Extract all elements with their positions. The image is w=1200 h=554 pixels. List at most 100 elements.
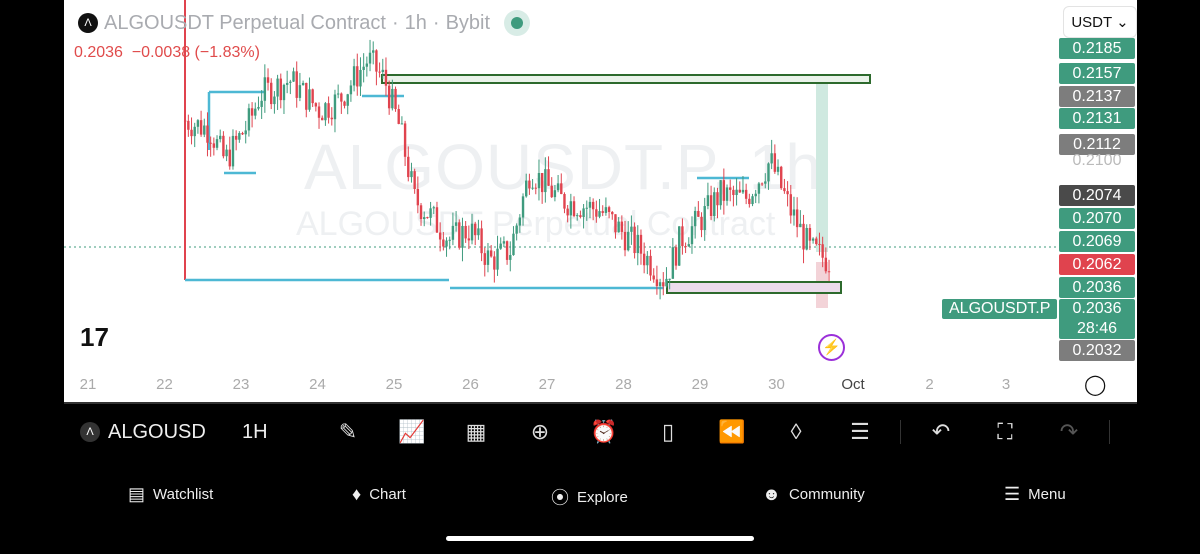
candle-body	[285, 82, 289, 85]
candle-body	[582, 208, 585, 218]
candle-body	[244, 130, 247, 135]
candle-body	[260, 100, 263, 107]
candle-body	[818, 243, 821, 245]
chart-icon: ♦	[352, 484, 362, 504]
candle-body	[518, 217, 522, 226]
replay-icon[interactable]: ⏪	[718, 419, 746, 444]
candle-body	[247, 108, 251, 131]
candle-body	[483, 253, 486, 265]
add-icon[interactable]: ⊕	[530, 419, 550, 444]
resistance-zone	[381, 74, 871, 84]
candle-body	[773, 153, 777, 172]
candle-body	[792, 209, 796, 216]
candle-body	[630, 226, 633, 232]
x-axis-tick: 2	[925, 376, 934, 393]
candle-body	[786, 191, 789, 195]
candle-body	[674, 247, 678, 266]
candle-body	[687, 244, 690, 247]
interval-button[interactable]: 1H	[242, 420, 268, 443]
algo-logo-icon: Λ	[78, 13, 98, 33]
candle-body	[400, 123, 404, 125]
undo-icon[interactable]: ↶	[931, 419, 951, 444]
candle-body	[391, 88, 394, 109]
candle-body	[633, 226, 636, 254]
candle-body	[435, 207, 439, 233]
currency-select[interactable]: USDT ⌄	[1063, 6, 1137, 38]
redo-icon[interactable]: ↷	[1059, 419, 1079, 444]
chart-header[interactable]: Λ ALGOUSDT Perpetual Contract · 1h · Bybit	[78, 10, 531, 36]
candle-body	[649, 255, 652, 276]
candle-body	[257, 106, 260, 109]
candle-body	[196, 120, 200, 127]
candle-body	[416, 188, 420, 206]
drawing-icon[interactable]: ✎	[338, 419, 358, 444]
candle-body	[336, 93, 340, 95]
fullscreen-icon[interactable]: ⛶	[997, 419, 1013, 444]
price-label: 0.2069	[1059, 231, 1135, 252]
candle-body	[716, 192, 719, 206]
candle-body	[671, 247, 675, 279]
candle-body	[655, 279, 659, 287]
candle-body	[544, 169, 547, 193]
menu-icon: ☰	[1004, 484, 1021, 504]
bottom-nav: ▤ Watchlist ♦ Chart ⦿ Explore ☻ Community ☰ M…	[0, 462, 1200, 526]
candle-body	[499, 243, 502, 249]
x-axis-tick: 29	[691, 376, 709, 393]
candle-body	[566, 208, 569, 216]
candle-body	[238, 133, 241, 140]
price-label: 0.2131	[1059, 108, 1135, 129]
nav-menu[interactable]: ☰ Menu	[1004, 484, 1066, 505]
candle-body	[467, 238, 471, 241]
candles-icon[interactable]: ▯	[661, 419, 675, 444]
layers-icon[interactable]: ◊	[790, 419, 802, 444]
candle-body	[636, 234, 639, 254]
candle-body	[474, 223, 477, 236]
layout-grid-icon[interactable]: ▦	[465, 419, 487, 444]
bottom-toolbar: Λ ALGOUSD 1H ✎ 📈 ▦ ⊕ ⏰ ▯ ⏪ ◊ ☰ ↶ ⛶ ↷	[64, 402, 1137, 460]
candle-body	[706, 195, 710, 207]
indicators-icon[interactable]: 📈	[398, 419, 426, 444]
nav-label: Community	[788, 486, 865, 503]
candle-body	[486, 250, 490, 265]
chart-exchange: Bybit	[445, 11, 491, 34]
nav-chart[interactable]: ♦ Chart	[352, 484, 406, 505]
nav-explore[interactable]: ⦿ Explore	[551, 484, 628, 510]
price-label: 0.2137	[1059, 86, 1135, 107]
candle-body	[445, 240, 448, 247]
candle-body	[560, 183, 563, 195]
candle-body	[811, 238, 815, 241]
chart-area[interactable]: ALGOUSDT.P, 1h ALGOUSDT Perpetual Contra…	[64, 0, 1137, 402]
candle-body	[378, 71, 381, 73]
lightning-icon[interactable]: ⚡	[818, 334, 845, 361]
chart-interval: 1h	[404, 11, 427, 34]
candle-body	[572, 201, 576, 217]
divider	[1109, 420, 1110, 444]
symbol-button[interactable]: Λ ALGOUSD	[80, 421, 242, 444]
candle-body	[658, 282, 662, 287]
candle-body	[317, 106, 321, 118]
candle-body	[767, 163, 770, 182]
candle-body	[512, 233, 515, 256]
settings-icon[interactable]: ◯	[1084, 374, 1107, 396]
price-chart[interactable]	[64, 0, 1137, 402]
nav-label: Chart	[369, 486, 406, 503]
nav-watchlist[interactable]: ▤ Watchlist	[128, 484, 213, 505]
candle-body	[273, 96, 276, 105]
nav-community[interactable]: ☻ Community	[762, 484, 865, 505]
candle-body	[738, 189, 741, 193]
alarm-icon[interactable]: ⏰	[590, 419, 618, 444]
settings-sliders-icon[interactable]: ☰	[850, 419, 870, 444]
candle-body	[203, 125, 206, 135]
candle-body	[604, 207, 608, 213]
candle-body	[301, 82, 305, 86]
candle-body	[678, 226, 681, 266]
candle-body	[735, 189, 738, 196]
candle-body	[241, 133, 244, 135]
candle-body	[713, 192, 716, 217]
candle-body	[553, 190, 557, 198]
candle-body	[403, 123, 407, 157]
candle-body	[722, 180, 726, 201]
x-axis-tick: 25	[385, 376, 403, 393]
candle-body	[311, 89, 314, 104]
candle-body	[206, 125, 209, 143]
